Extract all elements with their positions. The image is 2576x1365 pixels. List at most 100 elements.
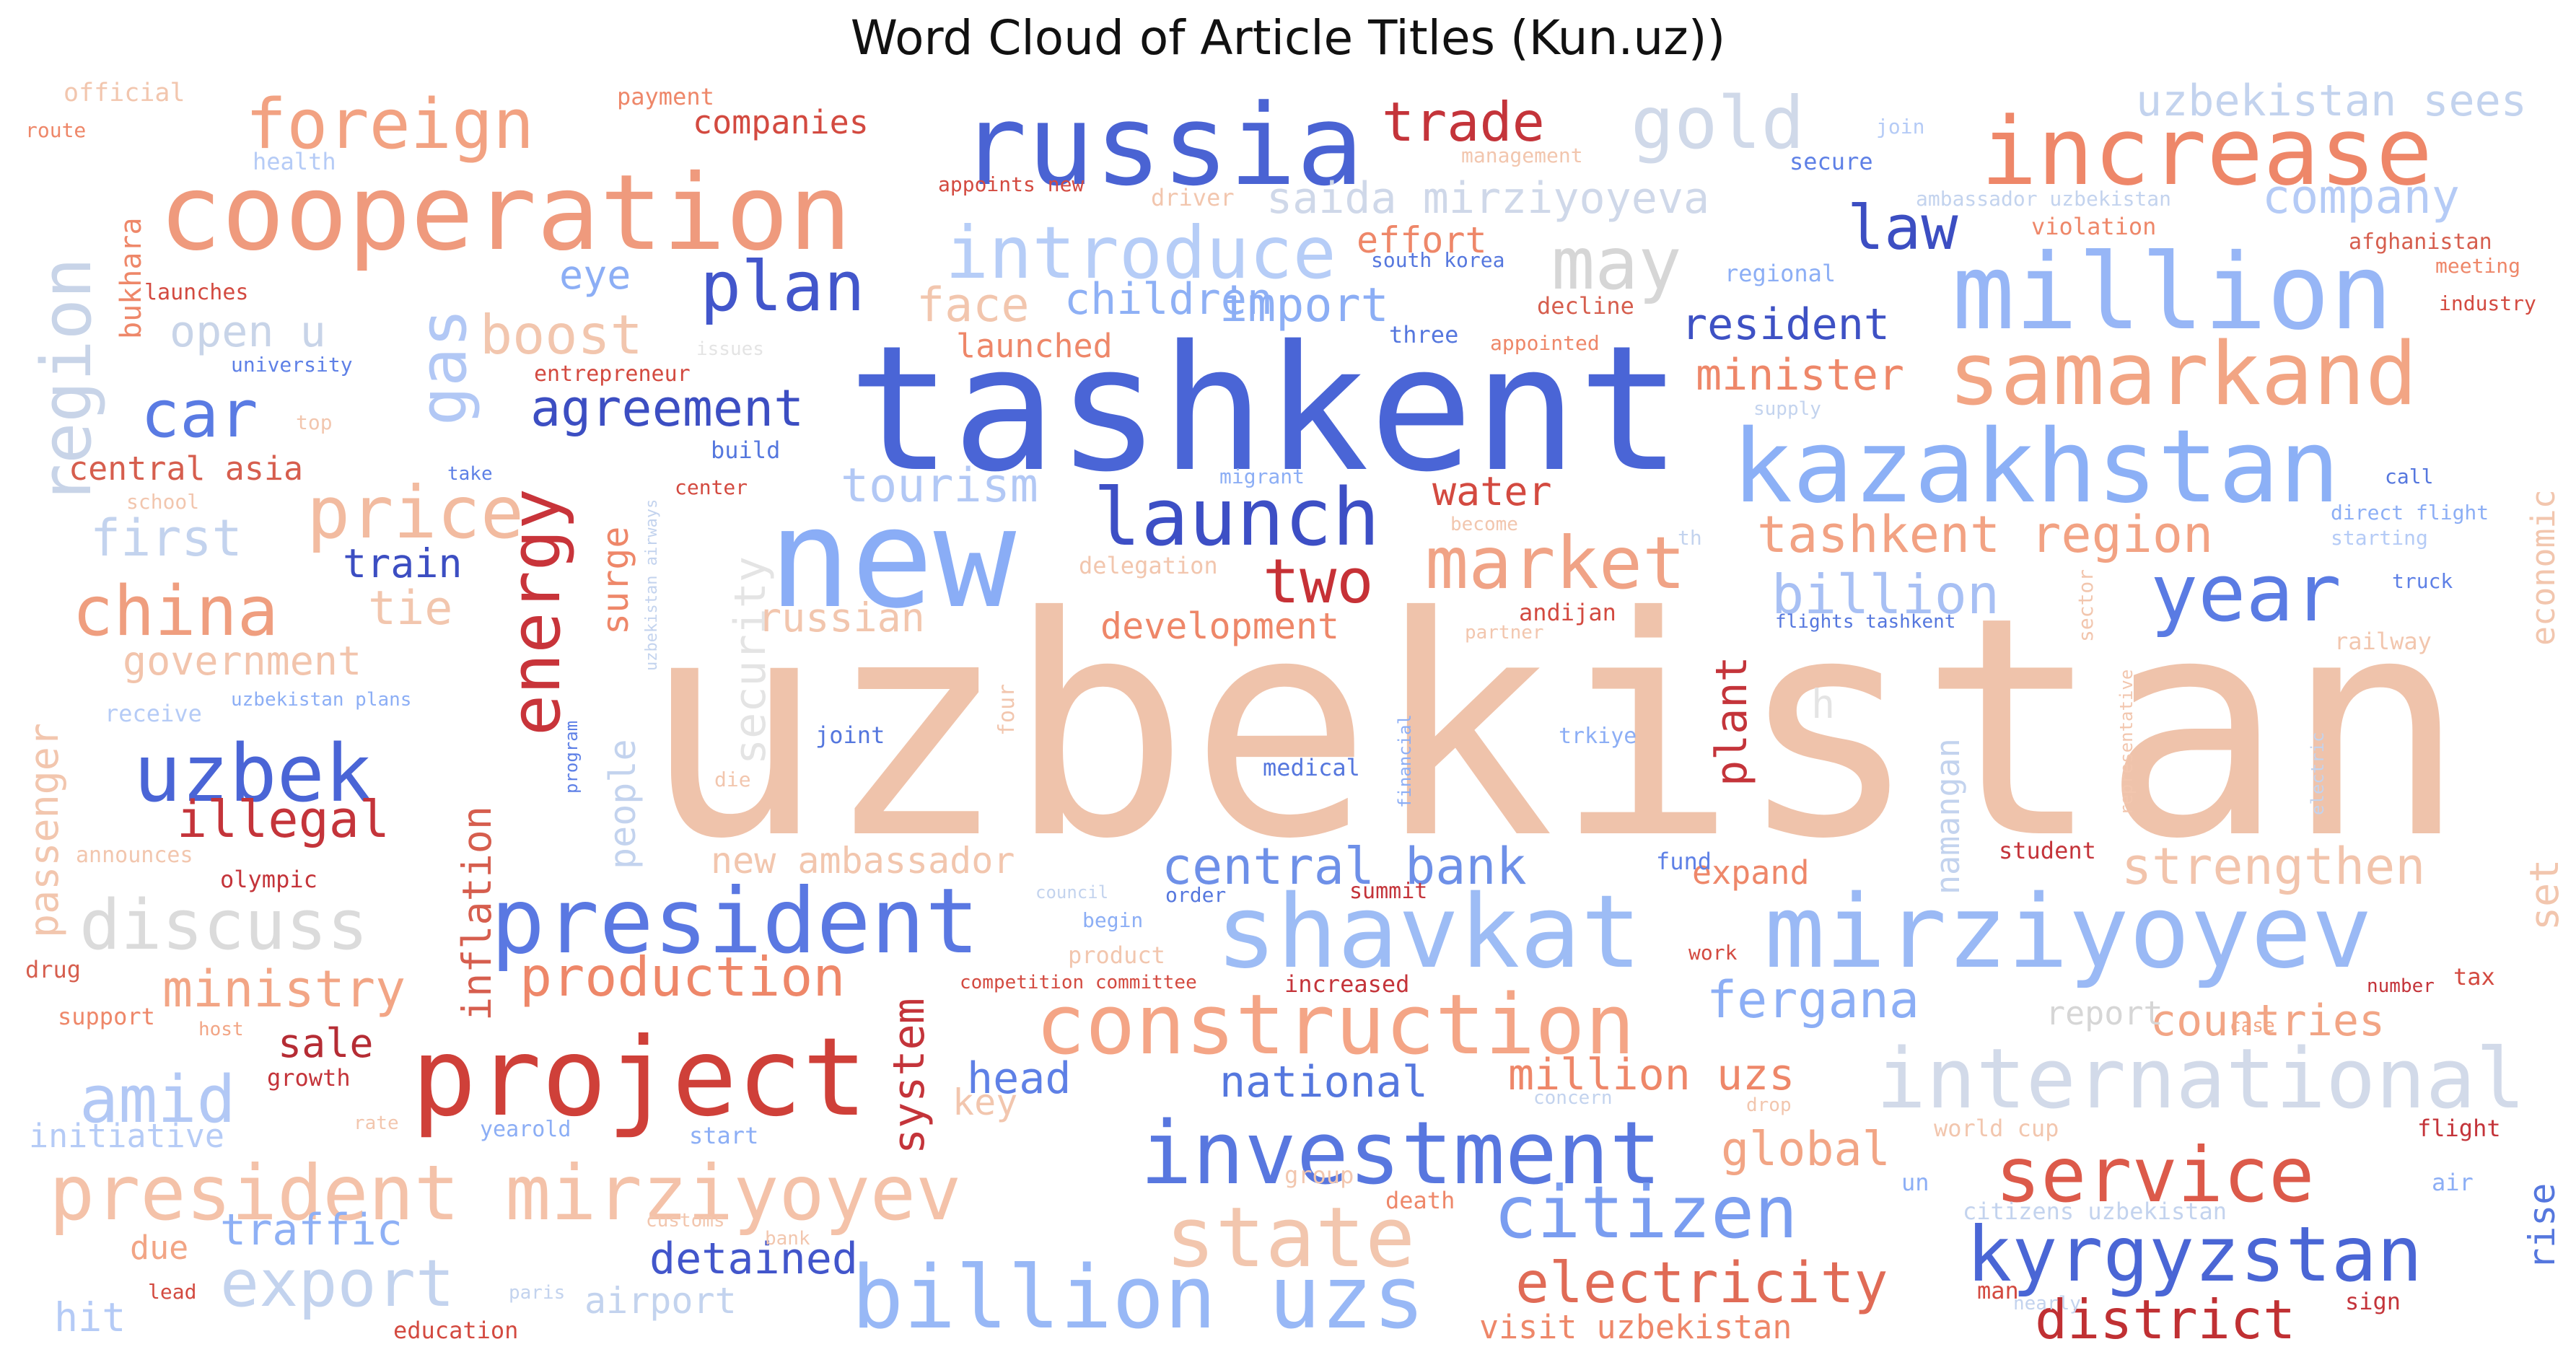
word-national: national xyxy=(1219,1057,1428,1107)
word-world-cup: world cup xyxy=(1934,1115,2059,1142)
word-fund: fund xyxy=(1656,848,1712,875)
word-ministry: ministry xyxy=(162,960,406,1019)
word-traffic: traffic xyxy=(220,1205,403,1255)
word-president: president xyxy=(491,869,979,974)
word-gas: gas xyxy=(406,308,481,426)
word-kazakhstan: kazakhstan xyxy=(1732,408,2340,526)
word-people: people xyxy=(602,739,644,869)
word-sign: sign xyxy=(2345,1288,2401,1315)
word-district: district xyxy=(2035,1288,2295,1351)
word-rise: rise xyxy=(2521,1183,2563,1270)
word-official: official xyxy=(63,79,185,107)
word-market: market xyxy=(1425,521,1686,605)
word-work: work xyxy=(1688,941,1738,965)
word-plant: plant xyxy=(1707,656,1757,786)
word-group: group xyxy=(1284,1162,1354,1189)
word-passenger: passenger xyxy=(21,723,67,938)
word-man: man xyxy=(1977,1277,2019,1304)
word-economic: economic xyxy=(2524,489,2562,646)
word-foreign: foreign xyxy=(245,85,534,164)
word-strengthen: strengthen xyxy=(2121,837,2425,896)
word-joint: joint xyxy=(815,721,885,749)
word-program: program xyxy=(561,721,582,794)
word-million: million xyxy=(1952,232,2393,354)
word-saida-mirziyoyeva: saida mirziyoyeva xyxy=(1266,173,1709,224)
word-tashkent-region: tashkent region xyxy=(1757,505,2213,564)
word-surge: surge xyxy=(595,526,636,635)
word-meeting: meeting xyxy=(2435,254,2520,278)
word-drug: drug xyxy=(25,956,81,983)
word-agreement: agreement xyxy=(530,379,804,438)
word-representative: representative xyxy=(2116,670,2137,815)
word-energy: energy xyxy=(496,488,576,736)
word-set: set xyxy=(2521,859,2567,931)
word-uzbek: uzbek xyxy=(133,727,372,820)
word-billion: billion xyxy=(1771,563,1999,626)
word-secure: secure xyxy=(1789,148,1873,175)
word-summit: summit xyxy=(1349,879,1427,904)
word-amid: amid xyxy=(79,1062,236,1138)
word-companies: companies xyxy=(693,103,869,141)
word-electric: electric xyxy=(2308,732,2328,815)
word-water: water xyxy=(1432,468,1552,514)
chart-title: Word Cloud of Article Titles (Kun.uz)) xyxy=(850,10,1726,66)
word-shavkat: shavkat xyxy=(1216,874,1642,991)
word-central-bank: central bank xyxy=(1162,837,1527,896)
word-introduce: introduce xyxy=(945,211,1336,295)
word-support: support xyxy=(58,1003,155,1030)
word-build: build xyxy=(711,436,780,464)
word-council: council xyxy=(1035,882,1108,903)
word-expand: expand xyxy=(1692,853,1810,892)
word-announces: announces xyxy=(76,843,193,868)
word-car: car xyxy=(141,377,258,452)
word-tashkent: tashkent xyxy=(848,308,1682,510)
word-school: school xyxy=(126,490,199,514)
word-increased: increased xyxy=(1284,970,1409,998)
word-launched: launched xyxy=(956,327,1113,365)
word-new: new xyxy=(768,479,1017,638)
word-begin: begin xyxy=(1082,908,1143,932)
word-import: import xyxy=(1219,278,1389,333)
word-fergana: fergana xyxy=(1707,970,1919,1030)
word-student: student xyxy=(1999,837,2096,864)
word-state: state xyxy=(1165,1190,1415,1286)
word-launch: launch xyxy=(1093,471,1380,563)
word-citizens-uzbekistan: citizens uzbekistan xyxy=(1963,1198,2227,1225)
word-ambassador-uzbekistan: ambassador uzbekistan xyxy=(1916,187,2171,211)
word-starting: starting xyxy=(2331,526,2428,550)
word-construction: construction xyxy=(1035,977,1635,1074)
word-central-asia: central asia xyxy=(69,449,303,488)
word-growth: growth xyxy=(267,1064,351,1092)
word-children: children xyxy=(1064,274,1273,325)
word-illegal: illegal xyxy=(177,790,390,849)
word-product: product xyxy=(1068,942,1165,969)
word-first: first xyxy=(90,509,242,568)
word-price: price xyxy=(307,470,524,555)
word-partner: partner xyxy=(1465,622,1544,644)
word-number: number xyxy=(2367,975,2435,997)
word-four: four xyxy=(994,684,1020,736)
word-drop: drop xyxy=(1746,1094,1792,1116)
word-host: host xyxy=(198,1019,244,1040)
word-face: face xyxy=(916,278,1030,333)
word-uzbekistan-sees: uzbekistan sees xyxy=(2136,76,2527,126)
word-supply: supply xyxy=(1753,398,1821,420)
word-countries: countries xyxy=(2150,996,2385,1046)
word-direct-flight: direct flight xyxy=(2331,501,2489,525)
word-uzbekistan-plans: uzbekistan plans xyxy=(231,689,411,711)
word-detained: detained xyxy=(649,1234,858,1284)
word-initiative: initiative xyxy=(29,1117,224,1155)
word-tie: tie xyxy=(368,581,452,636)
word-due: due xyxy=(130,1229,188,1267)
word-effort: effort xyxy=(1357,219,1487,261)
word-decline: decline xyxy=(1537,292,1634,320)
word-visit-uzbekistan: visit uzbekistan xyxy=(1479,1308,1792,1346)
word-law: law xyxy=(1847,193,1958,264)
word-death: death xyxy=(1385,1187,1455,1214)
word-afghanistan: afghanistan xyxy=(2349,229,2492,255)
word-discuss: discuss xyxy=(79,886,368,965)
word-competition-committee: competition committee xyxy=(960,972,1197,993)
word-sale: sale xyxy=(278,1020,373,1066)
word-citizen: citizen xyxy=(1494,1170,1797,1255)
